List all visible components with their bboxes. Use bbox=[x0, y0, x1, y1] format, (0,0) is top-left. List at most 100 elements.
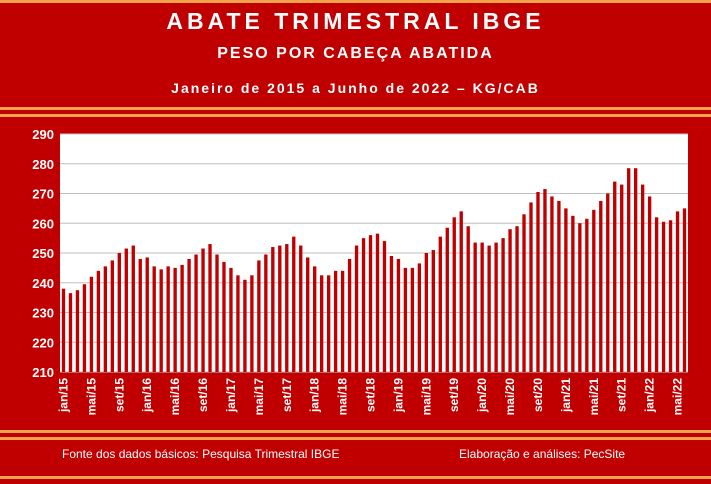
bar bbox=[243, 279, 247, 372]
x-tick-label: jan/18 bbox=[308, 378, 322, 413]
bar bbox=[131, 245, 135, 372]
bar bbox=[445, 227, 449, 372]
x-tick-label: jan/16 bbox=[140, 378, 154, 413]
x-tick-label: mai/17 bbox=[252, 378, 266, 416]
bar bbox=[236, 275, 240, 372]
bar bbox=[564, 208, 568, 372]
bar bbox=[222, 261, 226, 372]
bar bbox=[640, 184, 645, 372]
x-tick-label: jan/15 bbox=[56, 378, 70, 413]
bar bbox=[368, 235, 373, 372]
bar bbox=[557, 200, 561, 372]
x-tick-label: set/18 bbox=[364, 378, 378, 412]
y-tick-label: 240 bbox=[32, 276, 54, 291]
bar bbox=[201, 248, 205, 372]
x-tick-label: set/17 bbox=[280, 378, 294, 412]
bar bbox=[306, 257, 310, 372]
top-stripe bbox=[0, 0, 711, 3]
x-tick-label: set/16 bbox=[196, 378, 210, 412]
bar bbox=[389, 255, 394, 372]
chart-title: ABATE TRIMESTRAL IBGE bbox=[166, 8, 545, 34]
x-tick-label: set/20 bbox=[531, 378, 545, 412]
bar bbox=[159, 269, 163, 372]
x-tick-label: mai/16 bbox=[168, 378, 182, 416]
y-tick-label: 210 bbox=[32, 365, 54, 380]
bar bbox=[473, 242, 477, 372]
chart-subtitle: PESO POR CABEÇA ABATIDA bbox=[217, 45, 494, 62]
bar bbox=[180, 264, 184, 372]
bar bbox=[61, 288, 66, 372]
header-divider bbox=[0, 107, 711, 117]
bar bbox=[668, 220, 673, 372]
x-tick-label: set/19 bbox=[447, 378, 461, 412]
x-tick-label: mai/22 bbox=[671, 378, 685, 416]
chart-area: 210 220 230 240 250 260 270 280 290 jan/15 mai/15 s… bbox=[16, 122, 695, 427]
bar bbox=[340, 270, 345, 372]
bar bbox=[229, 267, 233, 372]
bar bbox=[264, 254, 268, 372]
bar bbox=[578, 223, 582, 372]
bar bbox=[627, 168, 631, 372]
bar bbox=[110, 260, 115, 372]
x-tick-label: mai/19 bbox=[419, 378, 433, 416]
bar bbox=[326, 275, 331, 372]
x-tick-label: mai/18 bbox=[336, 378, 350, 416]
bar bbox=[417, 263, 422, 372]
y-tick-label: 270 bbox=[32, 187, 54, 202]
chart-period: Janeiro de 2015 a Junho de 2022 – KG/CAB bbox=[171, 80, 540, 96]
bar bbox=[82, 284, 87, 372]
bar bbox=[424, 253, 429, 372]
bar bbox=[480, 242, 484, 372]
bar bbox=[452, 217, 456, 372]
bar bbox=[215, 254, 219, 372]
bar bbox=[354, 245, 359, 372]
bar bbox=[375, 233, 380, 372]
bar bbox=[647, 196, 652, 372]
bar bbox=[313, 266, 317, 372]
bar bbox=[75, 290, 80, 372]
bar bbox=[585, 218, 589, 372]
bar bbox=[285, 244, 289, 372]
bar bbox=[613, 181, 617, 372]
bar bbox=[124, 248, 128, 372]
bar bbox=[333, 270, 338, 372]
bar bbox=[654, 217, 659, 372]
bar bbox=[145, 257, 149, 372]
bar bbox=[675, 211, 680, 372]
bar bbox=[550, 196, 554, 372]
bar bbox=[208, 244, 212, 372]
bar bbox=[410, 267, 415, 372]
bar bbox=[661, 221, 666, 372]
bar bbox=[592, 209, 596, 372]
bar bbox=[522, 214, 526, 372]
x-tick-label: mai/20 bbox=[503, 378, 517, 416]
x-tick-label: mai/15 bbox=[84, 378, 98, 416]
bottom-stripe bbox=[0, 476, 711, 479]
y-tick-label: 220 bbox=[32, 335, 54, 350]
bar bbox=[347, 258, 352, 372]
bar bbox=[403, 267, 408, 372]
y-tick-label: 280 bbox=[32, 157, 54, 172]
bar bbox=[599, 200, 603, 372]
bar bbox=[187, 258, 191, 372]
bar bbox=[543, 189, 547, 372]
bar bbox=[89, 276, 94, 372]
bar bbox=[138, 258, 142, 372]
bar bbox=[257, 260, 261, 372]
bar bbox=[319, 275, 324, 372]
bar bbox=[515, 226, 519, 372]
bar bbox=[382, 241, 387, 372]
x-tick-label: jan/21 bbox=[559, 378, 573, 413]
bar bbox=[396, 258, 401, 372]
y-tick-label: 230 bbox=[32, 306, 54, 321]
bar bbox=[96, 270, 101, 372]
bar-chart: 210 220 230 240 250 260 270 280 290 jan/15 mai/15 s… bbox=[32, 127, 688, 416]
bar bbox=[494, 242, 498, 372]
x-tick-label: jan/19 bbox=[391, 378, 405, 413]
bar bbox=[292, 236, 296, 372]
bar bbox=[529, 202, 533, 372]
bar bbox=[508, 229, 512, 372]
bar bbox=[68, 293, 73, 372]
source-note: Fonte dos dados básicos: Pesquisa Trimes… bbox=[62, 447, 340, 461]
bar bbox=[620, 184, 624, 372]
